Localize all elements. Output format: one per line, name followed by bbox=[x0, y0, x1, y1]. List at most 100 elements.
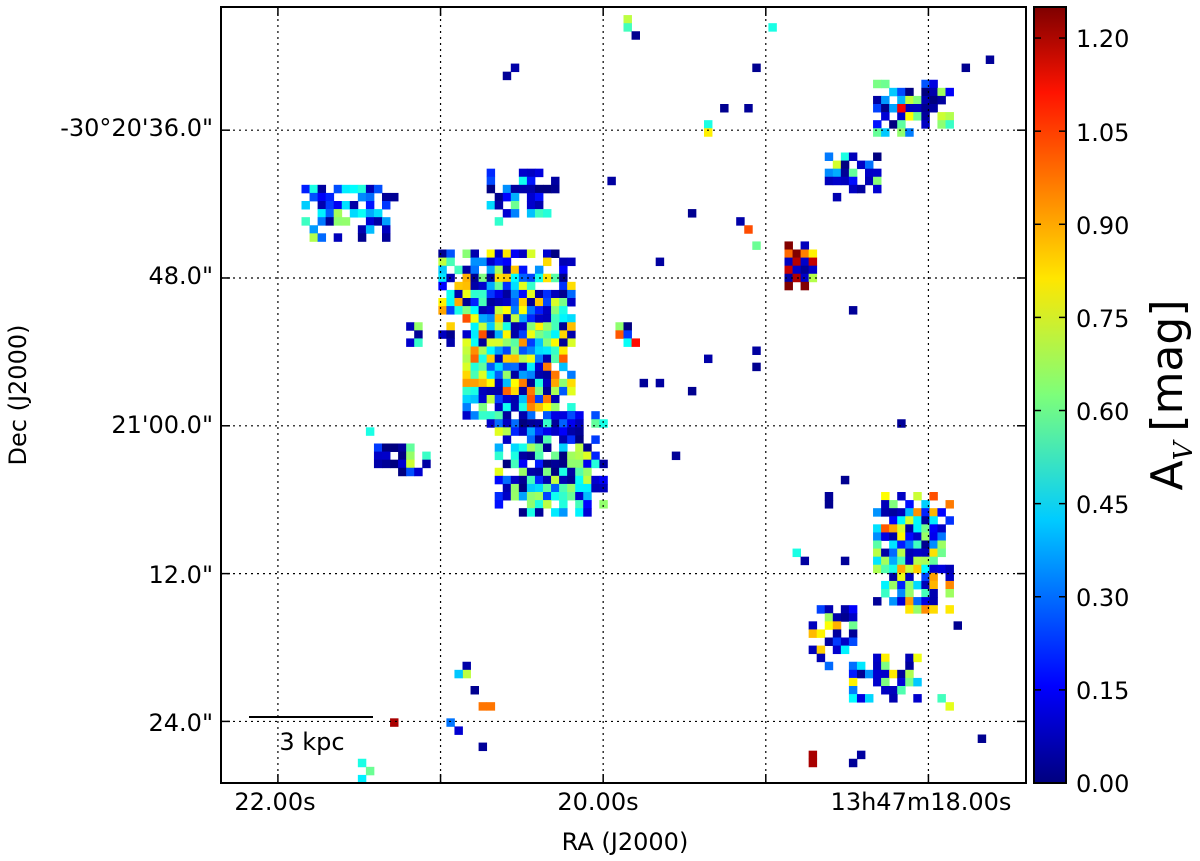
map-pixel-main-body-core bbox=[494, 330, 504, 339]
map-pixel-se-clump bbox=[921, 500, 930, 509]
map-pixel-main-body-core bbox=[502, 370, 512, 380]
map-pixel-main-body-top bbox=[534, 298, 544, 307]
map-pixel-s-clump bbox=[832, 629, 842, 638]
map-pixel-main-body-south bbox=[591, 483, 600, 493]
map-pixel-main-body-core bbox=[494, 338, 504, 347]
map-pixel-main-body-south bbox=[518, 443, 528, 452]
map-pixel-main-body-south bbox=[575, 451, 584, 461]
map-pixel-se-clump bbox=[897, 532, 906, 541]
map-pixel-mid-small bbox=[631, 338, 640, 347]
map-pixel-main-body-top bbox=[462, 249, 471, 258]
map-pixel-main-body-core bbox=[526, 378, 536, 388]
map-pixel-main-body-south bbox=[534, 475, 544, 485]
map-pixel-isolated-36 bbox=[953, 621, 962, 630]
map-pixel-main-body-top bbox=[494, 265, 504, 275]
map-pixel-red-knot bbox=[784, 265, 793, 275]
map-pixel-main-body-core bbox=[534, 378, 544, 388]
map-pixel-main-body-top bbox=[510, 306, 520, 315]
map-pixel-isolated-21 bbox=[704, 354, 713, 364]
map-pixel-west-clump bbox=[301, 201, 310, 210]
map-pixel-s-clump bbox=[840, 637, 850, 646]
map-pixel-isolated-32 bbox=[824, 500, 834, 509]
map-pixel-isolated-39 bbox=[454, 669, 463, 679]
colorbar-title: AV [mag] bbox=[1142, 300, 1199, 491]
map-pixel-main-body-south bbox=[575, 435, 584, 444]
map-pixel-main-body-top bbox=[454, 265, 463, 275]
map-pixel-main-body-core bbox=[478, 314, 488, 323]
map-pixel-s-clump-2 bbox=[913, 694, 922, 703]
map-pixel-main-body-top bbox=[438, 306, 447, 315]
map-pixel-west-small bbox=[406, 459, 415, 469]
map-pixel-main-body-top bbox=[510, 249, 520, 258]
map-pixel-west-clump bbox=[309, 192, 318, 202]
map-pixel-main-body-south bbox=[559, 435, 568, 444]
map-pixel-isolated-2 bbox=[631, 31, 640, 40]
map-pixel-isolated-27 bbox=[897, 419, 906, 428]
y-axis-ticks bbox=[221, 129, 1026, 723]
map-pixel-main-body-core bbox=[470, 362, 479, 372]
map-pixel-main-body-core bbox=[543, 378, 552, 388]
map-pixel-isolated-3 bbox=[768, 23, 777, 32]
map-pixel-se-clump bbox=[921, 580, 930, 590]
map-pixel-se-clump bbox=[921, 564, 930, 574]
map-pixel-main-body-top bbox=[502, 289, 512, 299]
map-pixel-main-body-core bbox=[470, 386, 479, 396]
map-pixel-west-clump bbox=[317, 233, 327, 242]
map-pixel-west-clump bbox=[349, 201, 359, 210]
map-pixel-main-body-core bbox=[534, 362, 544, 372]
map-pixel-main-body-core bbox=[518, 378, 528, 388]
map-pixel-main-body-top bbox=[470, 306, 479, 315]
map-pixel-se-clump bbox=[905, 500, 914, 509]
map-pixel-main-body-top bbox=[486, 249, 496, 258]
map-pixel-west-clump bbox=[333, 217, 343, 226]
map-pixel-s-clump-2 bbox=[889, 686, 898, 695]
map-pixel-main-body-top bbox=[478, 257, 488, 267]
map-pixel-main-body-core bbox=[526, 354, 536, 364]
map-pixel-ne-clump-2 bbox=[832, 168, 842, 178]
map-pixel-red-knot bbox=[808, 265, 818, 275]
map-pixel-main-body-core bbox=[494, 403, 504, 412]
map-pixel-main-body-core bbox=[543, 338, 552, 347]
map-pixel-se-clump bbox=[921, 597, 930, 606]
map-pixel-se-clump bbox=[929, 548, 938, 558]
map-pixel-s-clump bbox=[848, 605, 858, 614]
map-pixel-main-body-core bbox=[502, 362, 512, 372]
map-pixel-west-clump bbox=[357, 233, 367, 242]
map-pixel-main-body-core bbox=[510, 322, 520, 331]
map-pixel-west-clump bbox=[341, 201, 351, 210]
map-pixel-se-clump bbox=[873, 564, 882, 574]
map-pixel-main-body-south bbox=[591, 459, 600, 469]
map-pixel-se-clump bbox=[929, 564, 938, 574]
map-pixel-s-clump-2 bbox=[881, 686, 890, 695]
map-pixel-se-clump bbox=[945, 589, 954, 598]
map-pixel-s-clump-2 bbox=[905, 669, 914, 679]
map-pixel-main-body-top bbox=[526, 249, 536, 258]
map-pixel-se-clump bbox=[913, 524, 922, 533]
map-pixel-main-body-core bbox=[526, 362, 536, 372]
map-pixel-isolated-34 bbox=[800, 556, 810, 566]
map-pixel-main-body-south bbox=[526, 443, 536, 452]
map-pixel-central-north bbox=[518, 184, 528, 194]
map-pixel-main-body-core bbox=[534, 338, 544, 347]
map-pixel-s-clump-2 bbox=[905, 661, 914, 671]
map-pixel-main-body-south bbox=[543, 419, 552, 428]
map-pixel-main-body-top bbox=[494, 281, 504, 291]
map-pixel-se-clump bbox=[889, 548, 898, 558]
map-pixel-ne-clump bbox=[913, 104, 922, 113]
map-pixel-se-clump bbox=[889, 564, 898, 574]
map-pixel-main-body-south bbox=[567, 492, 576, 501]
map-pixel-isolated-25 bbox=[655, 378, 665, 388]
map-pixel-main-body-top bbox=[462, 281, 471, 291]
map-pixel-main-body-south bbox=[494, 419, 504, 428]
map-pixel-mid-small bbox=[615, 322, 624, 331]
map-pixel-main-body-south bbox=[599, 500, 608, 509]
map-pixel-ne-clump bbox=[897, 95, 906, 105]
map-pixel-main-body-south bbox=[583, 443, 592, 452]
map-pixel-main-body-south bbox=[494, 427, 504, 436]
map-pixel-main-body-top bbox=[526, 281, 536, 291]
map-pixel-west-clump bbox=[357, 209, 367, 218]
map-pixel-main-body-core bbox=[559, 386, 568, 396]
map-pixel-ne-clump-2 bbox=[873, 168, 882, 178]
map-pixel-main-body-top bbox=[470, 338, 479, 347]
map-pixel-west-clump bbox=[373, 209, 383, 218]
